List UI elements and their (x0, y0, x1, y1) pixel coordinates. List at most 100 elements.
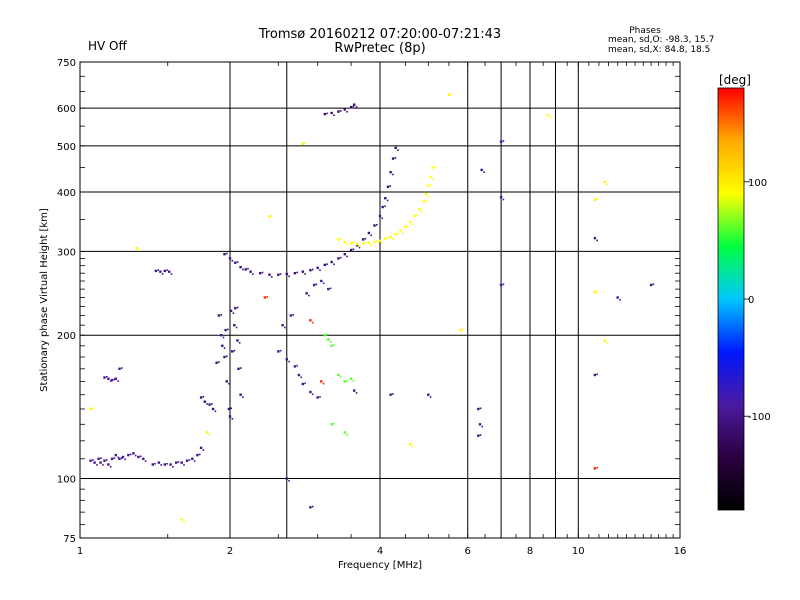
y-tick-label: 400 (57, 188, 76, 199)
data-point (389, 185, 392, 187)
colorbar-tick-label: -100 (748, 412, 771, 423)
data-point (386, 185, 390, 188)
data-point (110, 378, 114, 382)
data-point (429, 175, 432, 179)
data-point (296, 364, 298, 367)
data-point (142, 457, 145, 460)
data-point (502, 140, 505, 142)
data-point (353, 389, 356, 392)
data-point (593, 373, 597, 377)
data-point (606, 183, 608, 185)
colorbar-tick-label: 100 (748, 178, 767, 189)
data-point (114, 377, 117, 380)
data-point (103, 459, 106, 462)
y-tick-label: 200 (57, 331, 76, 342)
data-point (399, 229, 402, 232)
data-point (397, 232, 399, 235)
data-point (107, 463, 110, 466)
data-point (183, 521, 185, 523)
data-point (301, 142, 304, 145)
data-point (228, 257, 232, 260)
data-point (312, 283, 316, 287)
data-point (384, 205, 386, 208)
data-point (266, 296, 268, 298)
data-point (129, 453, 132, 456)
data-point (320, 279, 323, 283)
y-axis-ticks: 75 100 200 300 400 500 600 750 (57, 58, 680, 545)
data-point (172, 466, 174, 468)
data-point (483, 171, 485, 173)
data-point (339, 256, 342, 259)
data-point (450, 93, 452, 95)
data-point (301, 270, 304, 273)
data-point (361, 242, 365, 245)
data-point (228, 415, 232, 418)
data-point (199, 446, 203, 449)
data-point (103, 376, 106, 379)
data-point (289, 314, 293, 317)
data-point (389, 171, 392, 174)
data-point (478, 423, 482, 426)
data-point (480, 168, 483, 172)
data-point (271, 215, 273, 217)
data-point (92, 407, 94, 410)
data-point (263, 296, 267, 299)
data-point (223, 355, 226, 359)
data-point (170, 273, 173, 275)
data-point (137, 455, 140, 459)
data-point (304, 273, 306, 275)
data-point (370, 234, 372, 237)
data-point (259, 272, 262, 275)
x-tick-label: 8 (527, 546, 533, 557)
data-point (386, 237, 389, 239)
data-point (121, 367, 123, 369)
y-tick-label: 100 (57, 475, 76, 486)
data-point (407, 225, 409, 227)
data-point (394, 233, 397, 236)
data-point (183, 464, 185, 466)
data-point (381, 217, 384, 220)
data-point (649, 283, 653, 287)
data-point (293, 365, 297, 368)
data-point (218, 361, 220, 363)
data-point (127, 453, 130, 457)
data-point (378, 214, 382, 218)
data-point (239, 266, 242, 269)
data-point (502, 198, 505, 201)
data-point (249, 270, 252, 273)
data-point (381, 205, 384, 209)
data-point (284, 326, 286, 329)
data-point (151, 463, 154, 466)
data-point (409, 220, 412, 224)
data-point (343, 253, 346, 256)
x-tick-label: 6 (465, 546, 471, 557)
data-point (279, 349, 282, 352)
data-point (343, 380, 346, 383)
data-point (315, 283, 318, 286)
data-point (279, 273, 282, 275)
data-point (304, 382, 306, 385)
data-point (185, 459, 189, 462)
data-point (330, 111, 333, 115)
data-point (427, 195, 430, 198)
data-point (223, 347, 226, 349)
x-tick-label: 1 (77, 546, 83, 557)
data-point (411, 445, 414, 448)
data-point (100, 457, 102, 459)
data-point (252, 273, 254, 275)
data-point (154, 463, 156, 465)
data-point (326, 333, 328, 336)
data-point (177, 461, 180, 463)
data-point (240, 367, 242, 369)
data-point (330, 344, 333, 347)
x-axis-ticks: 1 2 4 6 8 10 16 (77, 62, 686, 557)
data-point (309, 390, 312, 394)
data-point (96, 464, 98, 466)
data-point (277, 350, 280, 353)
data-point (304, 142, 306, 144)
stats-line-x: mean, sd,X: 84.8, 18.5 (608, 45, 710, 55)
x-tick-label: 10 (572, 546, 585, 557)
data-point (247, 267, 249, 270)
data-point (425, 200, 427, 202)
data-point (376, 224, 378, 226)
